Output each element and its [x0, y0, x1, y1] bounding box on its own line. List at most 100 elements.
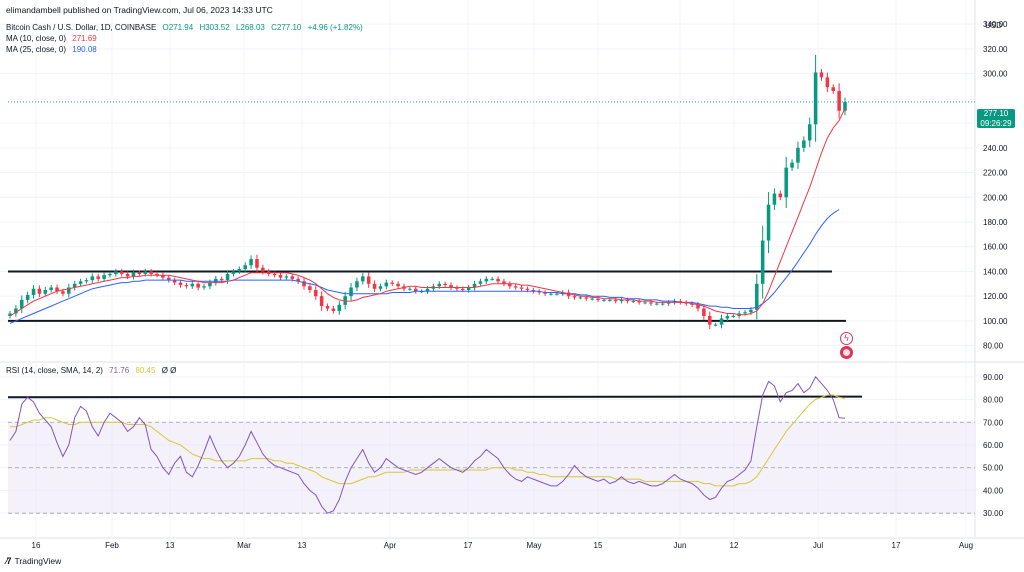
candle-body [190, 283, 195, 287]
rsi-tick-label: 40.00 [983, 486, 1004, 495]
candle-body [637, 301, 641, 303]
rsi-line [9, 375, 846, 514]
candle-body [225, 273, 230, 281]
candle-body [749, 309, 753, 313]
ma25-value: 190.08 [72, 45, 97, 54]
candle-body [8, 313, 12, 316]
lightning-icon[interactable]: ϟ [840, 332, 853, 345]
price-pane [8, 54, 975, 330]
candle-body [378, 286, 383, 289]
candle-body [37, 288, 42, 294]
candle-body [125, 273, 130, 277]
candle-body [437, 283, 442, 287]
candle-body [584, 297, 589, 299]
candle-body [219, 278, 224, 281]
ma10-line [9, 108, 846, 317]
candle-body [496, 278, 500, 282]
candle-body [249, 259, 253, 266]
rsi-pane [7, 375, 975, 514]
candle-body [731, 315, 736, 317]
price-tick-label: 240.00 [983, 144, 1008, 153]
candle-body [390, 282, 394, 284]
rsi-tick-label: 90.00 [983, 373, 1004, 382]
candle-body [725, 315, 730, 319]
price-tick-label: 200.00 [983, 193, 1008, 202]
candle-body [537, 291, 541, 293]
rsi-sma-line [10, 394, 846, 487]
candle-body [625, 299, 630, 302]
change-value: +4.96 (+1.82%) [307, 23, 363, 32]
time-axis[interactable]: 16 Feb 13 Mar 13 Apr 17 May 15 Jun 12 Jul 17 Aug [32, 541, 974, 550]
candle-body [325, 306, 330, 309]
rsi-axis[interactable]: 30.00 40.00 50.00 60.00 70.00 80.00 90.00 [983, 373, 1004, 518]
close-value: C277.10 [271, 23, 302, 32]
candle-body [349, 287, 353, 297]
candle-body [666, 302, 671, 304]
tradingview-brand[interactable]: ⁄7 TradingView [6, 556, 61, 566]
candle-body [755, 283, 759, 310]
high-value: H303.52 [199, 23, 230, 32]
candle-body [608, 299, 612, 301]
candle-body [314, 290, 318, 297]
candle-body [167, 277, 171, 281]
candle-body [566, 292, 571, 297]
candle-body [243, 265, 247, 269]
candle-body [119, 271, 124, 274]
ma25-line [9, 209, 840, 324]
candle-body [302, 281, 306, 287]
legend-ma10-row[interactable]: MA (10, close, 0) 271.69 [6, 34, 97, 43]
candle-body [272, 273, 277, 276]
candle-body [172, 280, 177, 283]
candle-body [72, 283, 77, 288]
last-price: 277.10 [983, 109, 1009, 118]
candle-body [31, 288, 36, 295]
candle-body [455, 287, 459, 289]
symbol-title[interactable]: Bitcoin Cash / U.S. Dollar, 1D, COINBASE [6, 23, 157, 32]
candle-body [766, 204, 771, 241]
time-tick-label: 13 [298, 541, 307, 550]
candle-body [831, 87, 836, 91]
candle-body [578, 297, 583, 299]
candle-body [78, 281, 83, 284]
candle-body [108, 273, 112, 276]
legend-ma25-row[interactable]: MA (25, close, 0) 190.08 [6, 45, 97, 54]
candle-body [261, 267, 265, 272]
time-tick-label: Aug [959, 541, 973, 550]
candle-body [572, 296, 577, 298]
candle-body [413, 288, 418, 292]
candle-body [331, 308, 336, 312]
candle-body [772, 193, 777, 205]
candle-body [155, 273, 159, 276]
candle-body [560, 292, 565, 294]
price-tick-label: 160.00 [983, 243, 1008, 252]
tradingview-logo-icon: ⁄7 [6, 556, 11, 566]
legend-rsi-row[interactable]: RSI (14, close, SMA, 14, 2) 71.76 80.45 … [6, 366, 176, 375]
candle-body [555, 293, 559, 295]
ma10-label: MA (10, close, 0) [6, 34, 67, 43]
candle-body [14, 308, 18, 314]
candle-body [355, 281, 359, 288]
candle-body [278, 275, 283, 278]
candle-body [802, 140, 806, 148]
time-tick-label: 12 [730, 541, 739, 550]
publisher-line: elimandambell published on TradingView.c… [6, 5, 273, 15]
candle-body [543, 292, 547, 294]
us-flag-icon[interactable] [840, 346, 853, 359]
candle-body [660, 303, 665, 305]
price-axis[interactable]: 80.00 100.00 120.00 140.00 160.00 180.00 200.0… [983, 20, 1008, 350]
rsi-tick-label: 70.00 [983, 418, 1004, 427]
candle-body [202, 286, 206, 288]
rsi-tick-label: 80.00 [983, 396, 1004, 405]
time-tick-label: Mar [237, 541, 251, 550]
candle-body [284, 276, 289, 278]
candle-body [549, 293, 553, 295]
last-price-tag: 277.10 09:26:29 [977, 109, 1015, 128]
ma25-label: MA (25, close, 0) [6, 45, 67, 54]
rsi-tick-label: 60.00 [983, 441, 1004, 450]
candle-body [161, 275, 165, 278]
price-tick-label: 180.00 [983, 218, 1008, 227]
time-tick-label: 13 [166, 541, 175, 550]
rsi-value: 71.76 [109, 366, 130, 375]
candle-body [208, 282, 212, 287]
